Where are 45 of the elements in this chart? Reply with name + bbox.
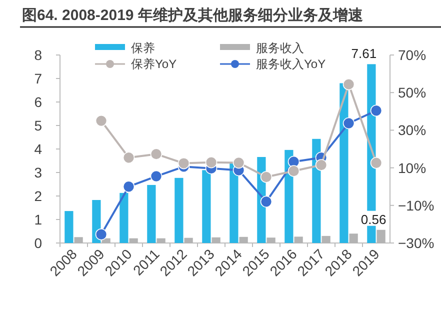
point (95, 114, 108, 127)
point (370, 104, 382, 117)
chart-title: 图64. 2008-2019 年维护及其他服务细分业务及增速 (22, 6, 364, 24)
bar (340, 83, 348, 243)
y-tick-label: 1 (34, 212, 42, 228)
point (122, 152, 135, 164)
data-label: 0.56 (360, 212, 386, 227)
point (260, 196, 272, 208)
y2-tick-label: −10% (398, 197, 434, 214)
y-tick-label: 4 (34, 141, 42, 157)
point (342, 78, 355, 90)
bar (174, 178, 184, 243)
y-tick-label: 5 (34, 118, 42, 134)
point (232, 156, 245, 169)
point (178, 157, 190, 170)
data-label: 7.61 (351, 46, 377, 62)
y-tick-label: 0 (34, 235, 42, 251)
point (342, 117, 355, 130)
point (150, 170, 162, 182)
bar (147, 184, 156, 243)
y2-tick-label: −30% (398, 235, 434, 251)
y2-tick-label: 70% (398, 47, 426, 63)
y2-tick-label: 30% (398, 122, 426, 138)
point (150, 148, 162, 160)
point (205, 156, 218, 168)
legend-label: 服务收入 (256, 41, 304, 55)
bar (202, 170, 211, 243)
y-tick-label: 6 (34, 94, 42, 110)
point (95, 228, 108, 240)
legend-label: 保养YoY (131, 57, 177, 71)
point (315, 159, 328, 171)
point (122, 180, 135, 192)
y-tick-label: 7 (34, 70, 42, 86)
legend-label: 服务收入YoY (256, 57, 326, 71)
point (370, 157, 382, 169)
bar (120, 192, 128, 243)
bar (64, 211, 74, 243)
y2-tick-label: 50% (398, 84, 426, 101)
y-tick-label: 2 (34, 188, 42, 204)
y-tick-label: 8 (34, 47, 42, 63)
point (260, 171, 272, 183)
y2-tick-label: 10% (398, 160, 426, 176)
y-tick-label: 3 (34, 164, 42, 180)
legend-label: 保养 (131, 41, 155, 55)
point (288, 165, 300, 177)
